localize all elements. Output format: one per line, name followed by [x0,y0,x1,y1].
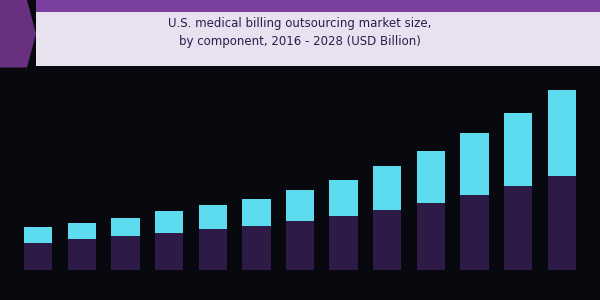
Bar [199,205,227,229]
Bar [504,186,532,270]
Bar [155,233,183,270]
Bar [111,218,140,236]
Bar [286,221,314,270]
Bar [155,212,183,233]
Bar [286,190,314,221]
Bar [329,179,358,216]
Bar [68,223,96,239]
Bar [24,242,52,270]
Bar [242,226,271,270]
Bar [373,210,401,270]
Text: U.S. medical billing outsourcing market size,
by component, 2016 - 2028 (USD Bil: U.S. medical billing outsourcing market … [169,17,431,49]
Bar [417,202,445,270]
Bar [68,239,96,270]
Bar [111,236,140,270]
Bar [548,176,576,270]
Bar [548,90,576,176]
Bar [199,229,227,270]
Bar [460,195,489,270]
Bar [373,166,401,210]
Bar [460,134,489,195]
Polygon shape [0,0,36,68]
Bar [242,199,271,226]
Bar [24,227,52,242]
Bar [417,151,445,202]
Bar [504,113,532,186]
Bar [329,216,358,270]
